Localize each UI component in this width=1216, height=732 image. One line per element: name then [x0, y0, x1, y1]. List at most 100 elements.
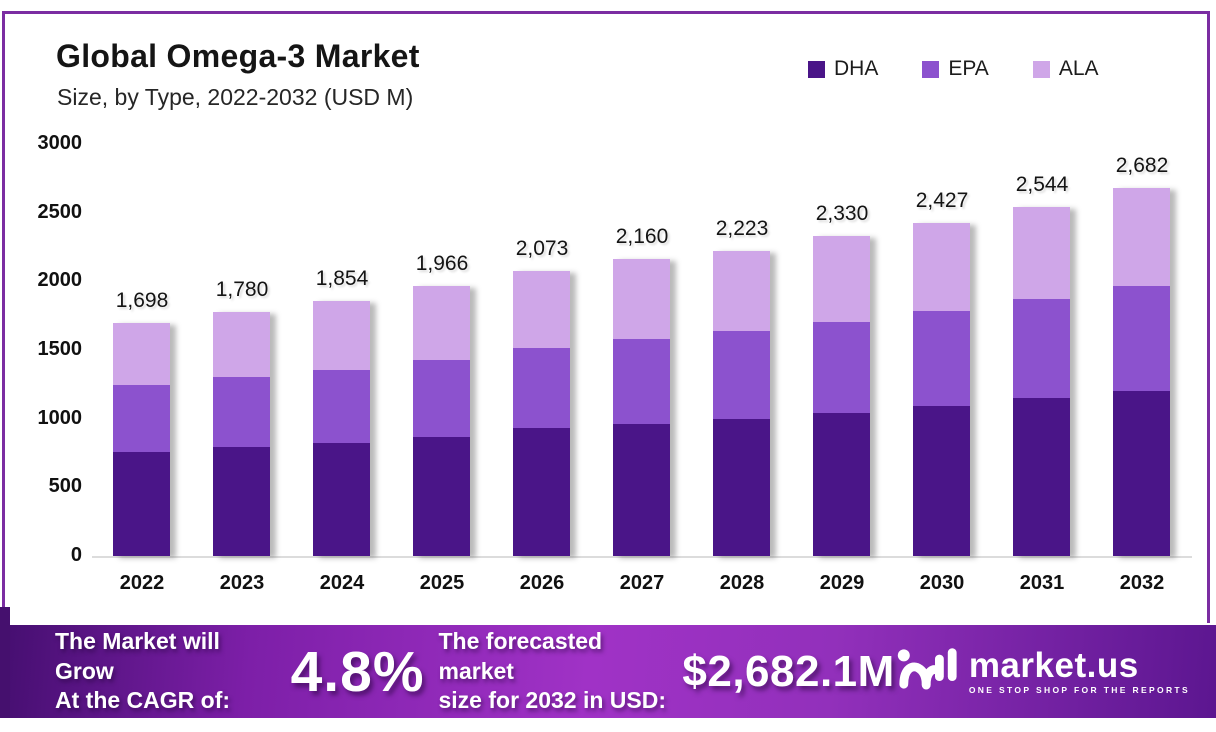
legend-item-epa: EPA: [922, 57, 989, 81]
bar-segment-ala-2031: [1013, 206, 1070, 300]
total-label-2026: 2,073: [515, 237, 569, 261]
cagr-label: The Market will Grow At the CAGR of:: [55, 627, 269, 715]
bar-segment-dha-2025: [413, 436, 470, 556]
forecast-label-line2: size for 2032 in USD:: [438, 687, 667, 714]
total-label-2024: 1,854: [315, 267, 369, 291]
y-axis-tick-0: 0: [70, 544, 82, 566]
y-axis-tick-2000: 2000: [37, 269, 83, 292]
bar-segment-dha-2029: [813, 413, 870, 556]
marketus-logo-icon: [895, 641, 959, 702]
x-axis-label-2025: 2025: [419, 572, 465, 594]
legend-swatch-ala: [1032, 60, 1050, 78]
bar-stack-2032: [1113, 187, 1170, 556]
bar-segment-dha-2023: [213, 446, 270, 556]
bar-segment-epa-2029: [813, 322, 870, 414]
y-axis-tick-3000: 3000: [37, 132, 83, 154]
bar-segment-epa-2025: [413, 360, 470, 437]
x-axis-label-2027: 2027: [619, 572, 665, 594]
page-title: Global Omega-3 Market: [56, 38, 420, 74]
bar-segment-epa-2027: [613, 338, 670, 424]
bar-segment-ala-2023: [213, 311, 270, 378]
y-axis-tick-2500: 2500: [37, 200, 83, 223]
bar-segment-dha-2026: [513, 427, 570, 556]
cagr-label-line1: The Market will Grow: [55, 628, 220, 684]
bar-segment-ala-2030: [913, 222, 970, 312]
x-axis: 2022 2023 2024 2025 2026 2027 2028 2029 2030 2031…: [92, 572, 1192, 595]
total-label-2022: 1,698: [115, 288, 169, 312]
legend-item-ala: ALA: [1032, 57, 1099, 81]
legend-label-epa: EPA: [948, 57, 989, 80]
page-subtitle: Size, by Type, 2022-2032 (USD M): [57, 84, 414, 110]
bar-segment-ala-2027: [613, 259, 670, 339]
total-label-2023: 1,780: [215, 277, 269, 301]
marketus-logo[interactable]: market.us ONE STOP SHOP FOR THE REPORTS: [895, 641, 1190, 702]
bar-segment-epa-2031: [1013, 299, 1070, 399]
bar-segment-ala-2032: [1113, 187, 1170, 286]
bar-stack-2026: [513, 271, 570, 556]
x-axis-label-2023: 2023: [219, 572, 265, 594]
total-label-2025: 1,966: [415, 252, 469, 275]
footer-banner: The Market will Grow At the CAGR of: 4.8…: [10, 625, 1216, 718]
total-label-2031: 2,544: [1015, 172, 1069, 196]
bar-segment-dha-2028: [713, 419, 770, 556]
x-axis-label-2022: 2022: [119, 572, 165, 594]
bar-stack-2022: [113, 322, 170, 556]
legend-item-dha: DHA: [808, 57, 878, 81]
y-axis-tick-1500: 1500: [37, 338, 83, 360]
brand-tagline: ONE STOP SHOP FOR THE REPORTS: [968, 685, 1190, 696]
bar-segment-dha-2030: [913, 406, 970, 556]
y-axis-tick-1000: 1000: [37, 406, 83, 429]
legend-swatch-dha: [808, 60, 825, 78]
bar-segment-ala-2028: [713, 250, 770, 332]
total-label-2029: 2,330: [815, 202, 869, 225]
bar-segment-epa-2024: [313, 370, 370, 443]
bar-stack-2025: [413, 286, 470, 556]
y-axis-tick-500: 500: [48, 475, 82, 498]
bar-segment-ala-2024: [313, 301, 370, 371]
chart-legend: DHA EPA ALA: [808, 57, 1099, 81]
forecast-value: $2,682.1M: [682, 646, 895, 696]
bar-stack-2029: [813, 236, 870, 556]
x-axis-label-2024: 2024: [319, 572, 365, 594]
cagr-value: 4.8%: [290, 639, 425, 704]
total-label-2027: 2,160: [615, 225, 669, 249]
marketus-logo-text: market.us ONE STOP SHOP FOR THE REPORTS: [969, 648, 1190, 695]
bar-stack-2024: [313, 301, 370, 556]
bar-segment-epa-2028: [713, 331, 770, 420]
legend-swatch-epa: [922, 60, 940, 78]
bar-segment-epa-2023: [213, 377, 270, 447]
bar-segment-ala-2022: [113, 322, 170, 386]
bar-segment-dha-2022: [113, 451, 170, 556]
bar-stack-2030: [913, 222, 970, 556]
plot-area: [92, 144, 1192, 558]
bar-segment-ala-2025: [413, 286, 470, 361]
chart-frame-border: [2, 11, 1210, 623]
forecast-label-line1: The forecasted market: [438, 628, 603, 684]
cagr-label-line2: At the CAGR of:: [55, 687, 231, 714]
bar-segment-dha-2032: [1113, 391, 1170, 556]
bar-stack-2031: [1013, 206, 1070, 556]
bar-segment-ala-2026: [513, 271, 570, 348]
bar-segment-epa-2022: [113, 385, 170, 452]
bar-stack-2028: [713, 250, 770, 556]
bar-segment-dha-2027: [613, 423, 670, 556]
bar-segment-epa-2026: [513, 347, 570, 428]
banner-accent-strip: [0, 607, 10, 718]
bar-stack-2023: [213, 311, 270, 556]
bar-stack-2027: [613, 259, 670, 556]
x-axis-label-2029: 2029: [819, 572, 865, 594]
bar-segment-epa-2030: [913, 311, 970, 407]
x-axis-label-2026: 2026: [519, 572, 565, 594]
legend-label-dha: DHA: [834, 57, 879, 80]
bar-segment-ala-2029: [813, 236, 870, 323]
x-axis-label-2028: 2028: [719, 572, 765, 594]
brand-name: market.us: [968, 646, 1139, 686]
bar-segment-epa-2032: [1113, 285, 1170, 392]
x-axis-label-2031: 2031: [1019, 572, 1065, 594]
bar-segment-dha-2024: [313, 442, 370, 556]
bar-segment-dha-2031: [1013, 398, 1070, 556]
total-label-2032: 2,682: [1115, 153, 1169, 177]
x-axis-label-2030: 2030: [919, 572, 965, 594]
total-label-2030: 2,427: [915, 188, 969, 212]
